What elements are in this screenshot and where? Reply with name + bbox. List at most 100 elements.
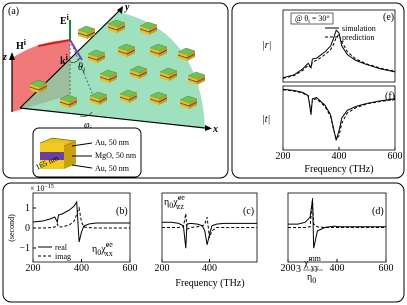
annotation-box: [290, 12, 334, 25]
arrowhead: [205, 125, 212, 131]
y-axis-label: (second): [7, 214, 16, 242]
symbol: χ̃: [172, 197, 181, 208]
sub: xx: [105, 249, 113, 258]
quantity-label: η0χ̃ee zz: [164, 193, 185, 211]
x-tick-label: 600: [379, 263, 394, 274]
sub: i: [308, 19, 310, 25]
layer-label: Au, 50 nm: [95, 164, 130, 173]
sup: i: [67, 13, 70, 22]
panel-frame: [2, 2, 229, 179]
y-tick-label: 1: [25, 203, 30, 214]
x-tick-label: 200: [26, 263, 41, 274]
x-tick-label: 400: [330, 263, 345, 274]
scale-label: × 10−15: [30, 184, 54, 193]
series-line: [282, 33, 396, 79]
quantity-label: η0: [307, 272, 316, 285]
panel-label: (d): [372, 206, 384, 217]
axis-label: x: [212, 124, 218, 135]
symbol: θ: [78, 62, 83, 73]
series-line: [33, 206, 130, 229]
legend-label: real: [55, 243, 68, 252]
symbol: η: [164, 197, 169, 208]
sup: i: [66, 53, 69, 62]
x-axis-label: Frequency (THz): [175, 278, 244, 289]
y-tick-label: −1: [19, 243, 30, 254]
layer-label: Au, 50 nm: [95, 138, 130, 147]
sub: 0: [312, 276, 316, 285]
vector-label: Hi: [16, 38, 27, 52]
sup: ee: [106, 240, 114, 249]
k-vector: [69, 39, 83, 61]
theta-arc: [69, 57, 81, 63]
series-line: [162, 213, 257, 238]
series-line: [162, 221, 257, 249]
symbol: E: [60, 16, 67, 27]
legend-label: imag: [55, 252, 71, 261]
y-tick-label: 0: [25, 223, 30, 234]
y-axis-label: |r|: [262, 40, 271, 51]
text: @ θ: [295, 14, 308, 23]
series-line: [282, 89, 396, 140]
vector-label: Ei: [60, 13, 70, 27]
series-line: [288, 198, 386, 228]
inset-block: [40, 152, 64, 160]
symbol: η: [307, 272, 312, 283]
sub: 0: [169, 201, 173, 210]
panel-frame: [2, 182, 405, 303]
x-tick-label: 400: [202, 263, 217, 274]
symbol: η: [92, 244, 97, 255]
symbol: k: [60, 56, 66, 67]
series-line: [32, 200, 130, 243]
plot-area: [282, 9, 396, 83]
x-axis-label: Frequency (THz): [304, 164, 373, 175]
panel-frame: [231, 2, 405, 179]
sup: ee: [178, 193, 186, 202]
panel-label: (c): [243, 206, 254, 217]
sub: zz: [177, 202, 185, 211]
sup: −15: [45, 184, 54, 190]
panel-label: (b): [116, 206, 128, 217]
vector-label: ki: [60, 53, 69, 67]
annotation: @ θi = 30°: [295, 14, 330, 25]
axis-label: y: [124, 2, 130, 13]
series-line: [282, 88, 396, 141]
sub: 0: [97, 248, 101, 257]
sup: mm: [308, 254, 321, 263]
text: = 30°: [310, 14, 330, 23]
inset-block: [64, 141, 76, 169]
x-tick-label: 400: [74, 263, 89, 274]
coef: 3: [296, 264, 301, 275]
plot-area: [282, 85, 396, 151]
symbol: χ̃: [303, 258, 312, 269]
x-tick-label: 200: [281, 263, 296, 274]
series-line: [282, 29, 396, 79]
sup: i: [24, 38, 27, 47]
h-vector: [37, 39, 71, 47]
panel-label: (f): [385, 91, 395, 102]
legend-label: prediction: [342, 33, 374, 42]
x-tick-label: 400: [332, 151, 347, 162]
symbol: H: [16, 41, 24, 52]
x-tick-label: 200: [276, 151, 291, 162]
axis-label: z: [2, 52, 7, 63]
legend-label: simulation: [342, 24, 376, 33]
panel-label: (a): [8, 6, 19, 17]
y-axis-label: |t|: [262, 114, 270, 125]
arrowhead: [117, 6, 123, 14]
quantity-label: η0χ̃ee xx: [92, 240, 113, 258]
x-axis: [19, 107, 206, 129]
text: × 10: [30, 184, 45, 193]
x-tick-label: 600: [123, 263, 138, 274]
guide: [69, 39, 96, 101]
inset-block: [40, 160, 64, 169]
layer-label: MgO, 50 nm: [95, 151, 137, 160]
pointer: [71, 164, 93, 169]
series-line: [288, 199, 386, 249]
quantity-label: χ̃mm yy: [303, 254, 322, 272]
symbol: φ: [84, 120, 90, 131]
illustration: (a) x y z Ei Hi ki θi φi Au, 50 nm MgO, …: [2, 2, 218, 178]
pointer: [71, 142, 93, 147]
sub: i: [83, 66, 85, 75]
inset-block: [40, 143, 64, 152]
